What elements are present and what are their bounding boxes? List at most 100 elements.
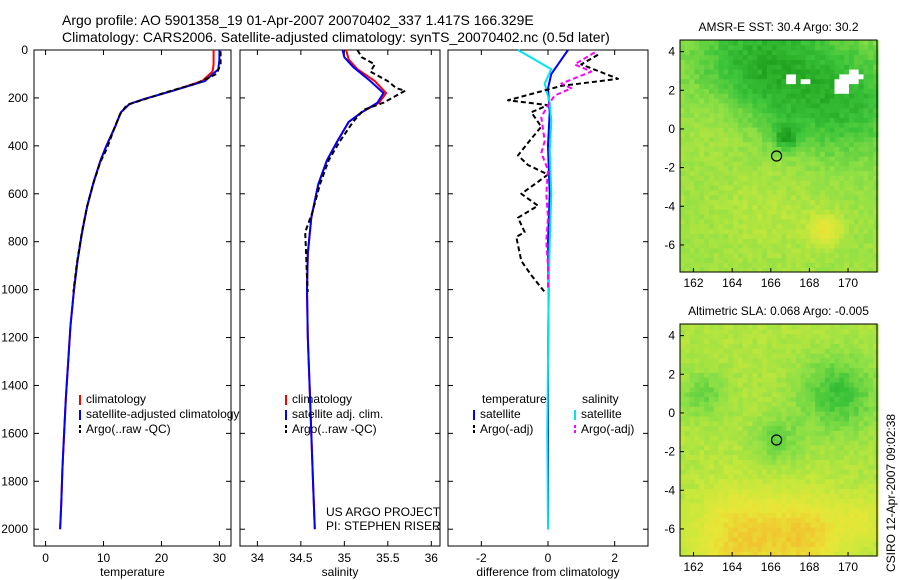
sla_map-cell — [839, 372, 845, 378]
sst_map-cell — [800, 112, 807, 118]
sst_map-cell — [873, 170, 879, 176]
sla_map-cell — [829, 502, 836, 509]
sst_map-cell — [873, 93, 879, 99]
sla_map-cell — [786, 333, 792, 340]
sst_map-cell — [853, 252, 860, 259]
sla_map-cell — [704, 386, 710, 393]
sst_map-cell — [776, 223, 782, 230]
sla_map-cell — [849, 411, 855, 417]
sla_map-cell — [853, 454, 860, 460]
sla_map-cell — [805, 333, 811, 340]
sla_map-cell — [733, 396, 739, 402]
sla_map-cell — [728, 512, 734, 518]
sla_map-cell — [766, 483, 773, 489]
sla_map-cell — [776, 440, 782, 446]
sst_map-cell — [834, 73, 840, 80]
sla_map-cell — [786, 415, 792, 422]
sla_map-cell — [863, 502, 869, 509]
sst_map-cell — [781, 69, 787, 75]
sla_map-cell — [805, 338, 811, 344]
sla_map-cell — [820, 362, 826, 369]
sst_map-cell — [849, 117, 855, 123]
sst_map-cell — [810, 233, 816, 239]
sla_map-cell — [849, 493, 855, 499]
sla_map-cell — [844, 367, 850, 373]
sla_map-cell — [786, 362, 792, 369]
sla_map-cell — [699, 396, 705, 402]
sst_map-cell — [762, 223, 768, 230]
sla_map-cell — [766, 488, 773, 494]
sla_map-cell — [699, 406, 705, 412]
sla_map-cell — [752, 449, 758, 456]
sst_map-cell — [800, 185, 807, 191]
sst_map-cell — [766, 267, 773, 273]
sla_map-cell — [853, 415, 860, 422]
sst_map-cell — [873, 69, 879, 75]
sst_map-cell — [718, 238, 725, 244]
sla_map-cell — [853, 517, 860, 523]
sla_map-cell — [771, 498, 778, 504]
sla_map-cell — [694, 454, 700, 460]
sla_map-cell — [849, 382, 855, 388]
sst_map-cell — [849, 73, 855, 80]
sst_map-cell — [791, 218, 797, 225]
sla_map-cell — [757, 493, 763, 499]
sla_map-cell — [776, 493, 782, 499]
sst_map-cell — [699, 262, 705, 268]
sla_map-cell — [718, 362, 725, 369]
sst_map-cell — [805, 107, 811, 114]
sla_map-cell — [699, 357, 705, 364]
sst_map-cell — [708, 44, 715, 51]
sst_map-cell — [853, 175, 860, 181]
sst_map-cell — [834, 247, 840, 254]
sla_map-cell — [853, 333, 860, 340]
sst_map-cell — [684, 93, 691, 99]
sla_map-cell — [844, 502, 850, 509]
sla_map-cell — [868, 502, 874, 509]
sla_map-cell — [795, 333, 802, 340]
sst_map-cell — [733, 185, 739, 191]
sla_map-cell — [844, 425, 850, 431]
sst_map-cell — [757, 78, 763, 85]
sla_map-cell — [781, 348, 787, 354]
sla_map-cell — [766, 367, 773, 373]
sla_map-cell — [849, 464, 855, 470]
sla_map-cell — [752, 406, 758, 412]
sla_map-cell — [757, 522, 763, 528]
sst_map-cell — [820, 262, 826, 268]
sla_map-cell — [776, 386, 782, 393]
sla_map-cell — [752, 488, 758, 494]
sst_map-cell — [694, 160, 700, 167]
sst_map-cell — [781, 223, 787, 230]
sst_map-cell — [786, 180, 792, 186]
sla_map-cell — [820, 396, 826, 402]
sla_map-cell — [858, 411, 865, 417]
sst_map-cell — [863, 165, 869, 172]
sla_map-cell — [733, 420, 739, 427]
sla_map-cell — [747, 464, 754, 470]
sla_map-cell — [762, 459, 768, 465]
sst_map-cell — [742, 54, 749, 60]
sst_map-cell — [708, 243, 715, 249]
sla_map-cell — [694, 324, 700, 330]
sla_map-cell — [694, 464, 700, 470]
sst_map-cell — [694, 180, 700, 186]
sla_map-cell — [708, 531, 715, 538]
sst_map-cell — [723, 257, 729, 263]
sst_map-cell — [728, 238, 734, 244]
sst_map-cell — [728, 189, 734, 196]
sla_map-cell — [839, 449, 845, 456]
sst_map-cell — [853, 93, 860, 99]
sst_map-cell — [791, 146, 797, 152]
sst_map-cell — [853, 160, 860, 167]
sla_map-cell — [791, 507, 797, 514]
sst_map-cell — [824, 185, 831, 191]
sla_map-cell — [684, 324, 691, 330]
sla_map-cell — [718, 430, 725, 436]
sst_map-cell — [752, 175, 758, 181]
sst_map-cell — [820, 204, 826, 210]
sla_map-cell — [810, 338, 816, 344]
sst_map-cell — [680, 88, 686, 94]
sla_map-cell — [747, 478, 754, 485]
sst_map-cell — [858, 83, 865, 89]
